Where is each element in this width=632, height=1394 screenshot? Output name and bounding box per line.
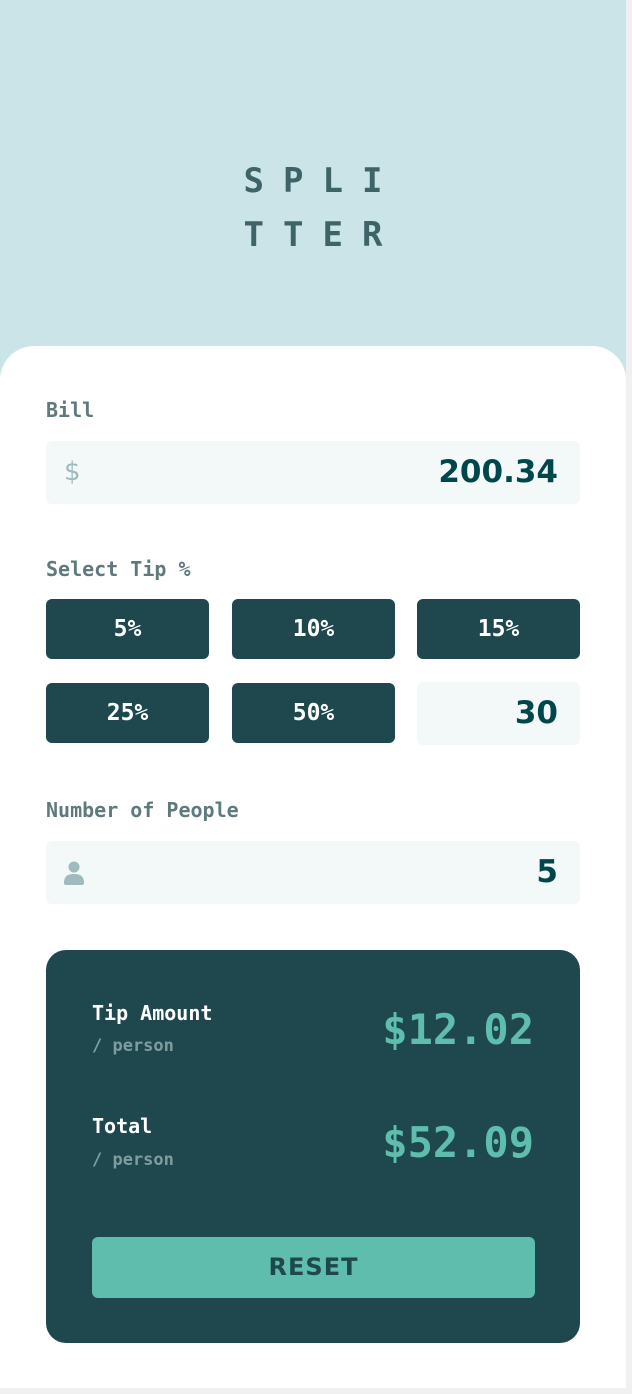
dollar-icon: $ (64, 457, 81, 487)
results-panel: Tip Amount / person $12.02 Total / perso… (46, 950, 580, 1343)
tip-amount-label: Tip Amount (92, 1001, 213, 1025)
bill-value: 200.34 (438, 454, 558, 490)
tip-button-5[interactable]: 5% (46, 599, 209, 659)
tip-custom-input[interactable]: 30 (417, 682, 580, 745)
logo-line-1: SPLI (243, 161, 402, 201)
app-logo: SPLI TTER (0, 154, 626, 262)
total-label: Total (92, 1114, 153, 1138)
tip-button-25[interactable]: 25% (46, 683, 209, 743)
total-value: $52.09 (382, 1118, 534, 1167)
total-sub: / person (92, 1150, 174, 1170)
tip-button-10[interactable]: 10% (232, 599, 395, 659)
reset-button[interactable]: RESET (92, 1237, 535, 1298)
tip-amount-sub: / person (92, 1036, 174, 1056)
bill-input[interactable]: $ 200.34 (46, 441, 580, 504)
tip-amount-value: $12.02 (382, 1005, 534, 1054)
tip-label: Select Tip % (46, 557, 191, 581)
tip-button-50[interactable]: 50% (232, 683, 395, 743)
bill-label: Bill (46, 398, 95, 422)
people-label: Number of People (46, 798, 239, 822)
people-input[interactable]: 5 (46, 841, 580, 904)
person-icon (64, 861, 84, 885)
tip-button-15[interactable]: 15% (417, 599, 580, 659)
logo-line-2: TTER (243, 215, 402, 255)
people-value: 5 (536, 854, 558, 890)
